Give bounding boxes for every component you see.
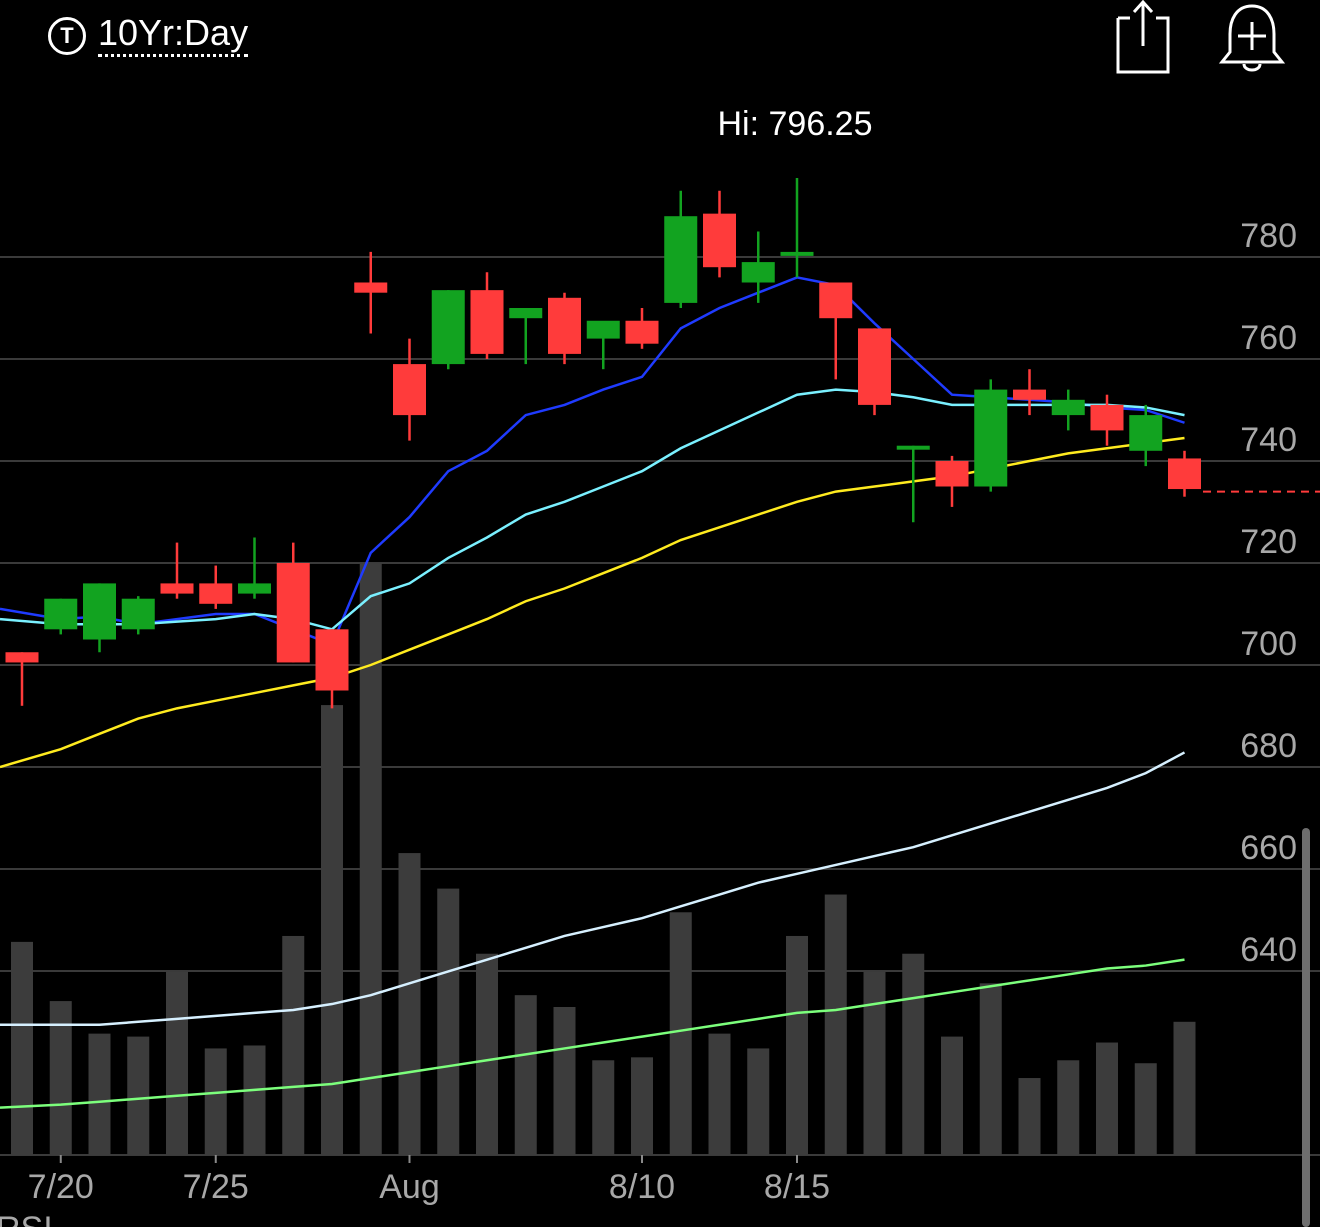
volume-ma-line	[0, 751, 1186, 1027]
high-label: Hi: 796.25	[718, 105, 873, 143]
candle-body	[1168, 458, 1201, 490]
volume-bar	[1173, 1021, 1196, 1155]
x-tick-label: 7/20	[28, 1168, 94, 1206]
timeframe-selector[interactable]: T 10Yr:Day	[48, 14, 249, 57]
candle-body	[1129, 415, 1163, 451]
candle-body	[780, 251, 814, 256]
timeframe-icon: T	[48, 16, 86, 55]
candle-body	[548, 297, 581, 354]
candle-body	[1013, 389, 1046, 400]
candle-body	[315, 629, 349, 691]
volume-bar	[514, 995, 537, 1155]
volume-bar	[902, 953, 925, 1155]
volume-bar	[669, 912, 692, 1155]
candle-body	[703, 213, 736, 268]
share-icon	[1116, 0, 1170, 74]
volume-bar	[979, 983, 1002, 1155]
volume-bar	[786, 935, 808, 1155]
candle-body	[896, 445, 930, 450]
volume-bar	[1096, 1042, 1118, 1155]
volume-bar	[941, 1036, 963, 1155]
candle-body	[664, 216, 698, 303]
volume-bar	[282, 935, 305, 1155]
candle-body	[393, 364, 426, 416]
lower-panel-label: RSI	[0, 1210, 53, 1227]
candle-body	[5, 652, 39, 663]
y-tick-label: 780	[1240, 217, 1297, 255]
volume-bar	[708, 1033, 731, 1155]
y-tick-label: 740	[1240, 421, 1297, 459]
volume-bar	[476, 953, 498, 1155]
candle-body	[121, 598, 155, 630]
volume-bar	[204, 1048, 227, 1155]
volume-bar	[631, 1057, 653, 1155]
x-tick-label: 7/25	[183, 1168, 249, 1206]
candle-body	[276, 563, 310, 663]
candle-body	[1051, 399, 1085, 416]
volume-bar	[863, 971, 886, 1155]
volume-bar	[49, 1001, 72, 1155]
y-tick-label: 700	[1240, 625, 1297, 663]
volume-bar	[747, 1048, 770, 1155]
candle-body	[974, 389, 1008, 487]
x-tick-label: 8/15	[764, 1168, 830, 1206]
candle-body	[741, 262, 775, 283]
candle-body	[625, 320, 659, 344]
candle-body	[83, 583, 116, 640]
volume-bar	[127, 1036, 150, 1155]
y-tick-label: 680	[1240, 727, 1297, 765]
add-alert-icon	[1218, 4, 1286, 72]
add-alert-button[interactable]	[1214, 0, 1290, 80]
price-ma-line	[0, 436, 1185, 769]
volume-bar	[1018, 1078, 1041, 1155]
x-tick-label: 8/10	[609, 1168, 675, 1206]
y-tick-label: 640	[1240, 931, 1297, 969]
candle-body	[509, 308, 543, 319]
volume-bar	[437, 888, 460, 1155]
candle-body	[586, 320, 620, 339]
y-tick-label: 660	[1240, 829, 1297, 867]
candle-body	[199, 583, 233, 604]
timeframe-label: 10Yr:Day	[98, 14, 249, 57]
volume-bar	[1057, 1060, 1080, 1155]
candle-body	[160, 583, 194, 594]
share-button[interactable]	[1108, 0, 1178, 80]
candle-body	[431, 290, 465, 365]
volume-bar	[1134, 1063, 1157, 1155]
y-tick-label: 760	[1240, 319, 1297, 357]
vertical-scrollbar[interactable]	[1302, 828, 1310, 1227]
candle-body	[858, 328, 891, 405]
candle-body	[44, 598, 78, 630]
volume-ma-line	[0, 958, 1185, 1109]
volume-bar	[592, 1060, 615, 1155]
top-bar: T 10Yr:Day	[0, 0, 1320, 80]
y-tick-label: 720	[1240, 523, 1297, 561]
volume-bar	[243, 1045, 266, 1155]
volume-bar	[553, 1007, 576, 1155]
candle-body	[238, 583, 271, 594]
volume-bar	[166, 971, 188, 1155]
volume-bar	[11, 941, 33, 1155]
candle-body	[470, 290, 504, 354]
volume-bar	[824, 894, 847, 1155]
volume-bar	[359, 563, 382, 1155]
candle-body	[1090, 404, 1124, 431]
volume-bar	[88, 1033, 111, 1155]
volume-bar	[321, 705, 343, 1155]
candle-body	[819, 282, 853, 319]
volume-bar	[398, 853, 421, 1155]
candle-body	[354, 282, 388, 293]
candle-body	[935, 461, 969, 487]
x-tick-label: Aug	[379, 1168, 440, 1206]
